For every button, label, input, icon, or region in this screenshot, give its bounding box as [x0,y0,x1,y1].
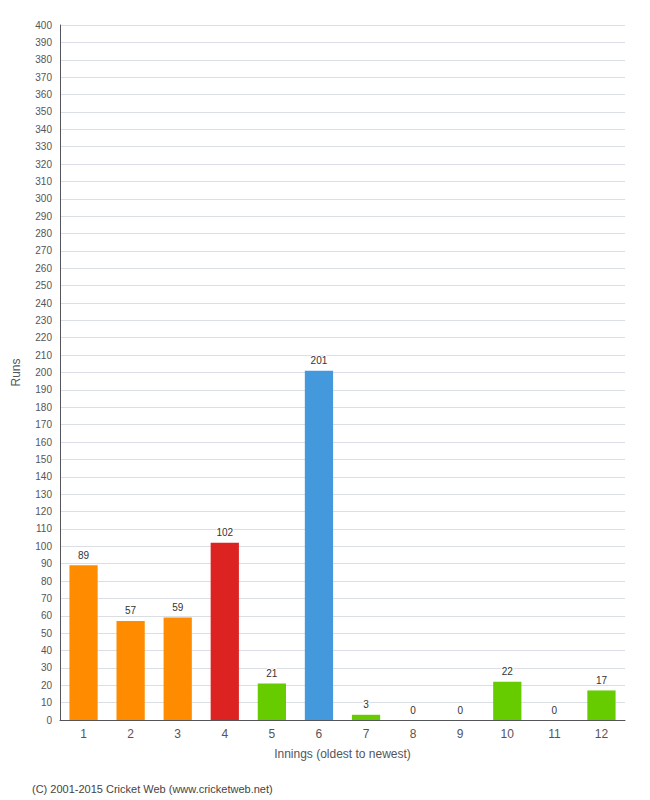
svg-text:59: 59 [172,602,184,613]
svg-text:370: 370 [35,72,52,83]
svg-text:11: 11 [548,727,561,741]
svg-text:17: 17 [596,675,608,686]
svg-text:21: 21 [266,668,278,679]
svg-text:240: 240 [35,298,52,309]
svg-text:102: 102 [216,527,233,538]
svg-text:3: 3 [174,727,181,741]
svg-text:330: 330 [35,141,52,152]
svg-text:190: 190 [35,384,52,395]
svg-text:9: 9 [457,727,464,741]
svg-text:Innings (oldest to newest): Innings (oldest to newest) [274,747,411,761]
svg-text:10: 10 [501,727,515,741]
svg-text:100: 100 [35,541,52,552]
svg-text:4: 4 [221,727,228,741]
svg-text:400: 400 [35,20,52,31]
svg-text:180: 180 [35,402,52,413]
svg-text:310: 310 [35,176,52,187]
svg-text:150: 150 [35,454,52,465]
svg-text:7: 7 [363,727,370,741]
svg-text:1: 1 [80,727,87,741]
svg-text:390: 390 [35,37,52,48]
svg-text:300: 300 [35,193,52,204]
svg-text:10: 10 [41,697,53,708]
svg-text:260: 260 [35,263,52,274]
svg-text:12: 12 [595,727,609,741]
svg-text:210: 210 [35,350,52,361]
svg-text:340: 340 [35,124,52,135]
svg-text:160: 160 [35,437,52,448]
svg-text:130: 130 [35,489,52,500]
svg-text:2: 2 [127,727,134,741]
svg-text:(C) 2001-2015 Cricket Web (www: (C) 2001-2015 Cricket Web (www.cricketwe… [32,783,273,795]
svg-text:201: 201 [311,355,328,366]
svg-text:110: 110 [36,523,52,534]
svg-text:0: 0 [46,715,52,726]
svg-text:40: 40 [41,645,53,656]
svg-text:50: 50 [41,628,53,639]
svg-text:320: 320 [35,159,52,170]
svg-text:8: 8 [410,727,417,741]
svg-text:80: 80 [41,576,53,587]
svg-text:Runs: Runs [9,358,23,386]
svg-text:57: 57 [125,605,137,616]
svg-text:360: 360 [35,89,52,100]
svg-text:200: 200 [35,367,52,378]
svg-text:170: 170 [35,419,52,430]
svg-text:90: 90 [41,558,53,569]
svg-text:3: 3 [363,699,369,710]
svg-text:0: 0 [552,705,558,716]
svg-text:5: 5 [269,727,276,741]
svg-text:0: 0 [410,705,416,716]
svg-text:6: 6 [316,727,323,741]
svg-text:30: 30 [41,662,53,673]
svg-text:70: 70 [41,593,53,604]
svg-text:89: 89 [78,550,90,561]
svg-text:270: 270 [35,245,52,256]
svg-text:20: 20 [41,680,53,691]
svg-text:250: 250 [35,280,52,291]
svg-text:120: 120 [35,506,52,517]
svg-text:280: 280 [35,228,52,239]
svg-text:60: 60 [41,610,53,621]
svg-text:140: 140 [35,471,52,482]
svg-text:350: 350 [35,106,52,117]
svg-text:220: 220 [35,332,52,343]
svg-text:22: 22 [502,666,514,677]
svg-text:380: 380 [35,54,52,65]
svg-text:290: 290 [35,211,52,222]
svg-text:0: 0 [457,705,463,716]
svg-text:230: 230 [35,315,52,326]
